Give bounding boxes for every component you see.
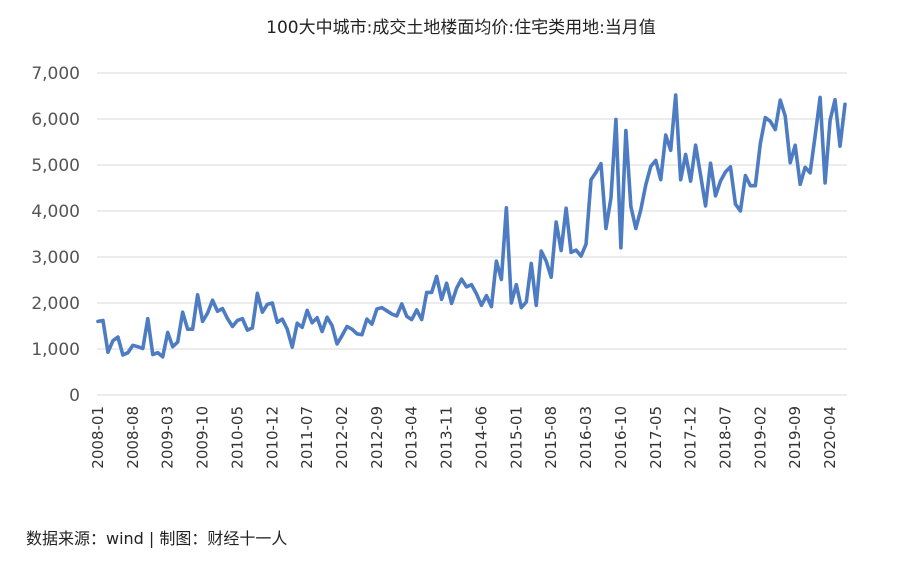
x-tick-label: 2012-02 bbox=[333, 406, 351, 469]
chart-title: 100大中城市:成交土地楼面均价:住宅类用地:当月值 bbox=[266, 18, 656, 38]
y-tick-label: 3,000 bbox=[31, 248, 80, 268]
x-tick-label: 2014-06 bbox=[472, 406, 490, 469]
x-tick-label: 2013-04 bbox=[403, 406, 421, 469]
x-tick-label: 2009-10 bbox=[194, 406, 212, 469]
x-axis-ticks: 2008-01 2008-08 2009-03 2009-10 2010-05 2010-… bbox=[89, 406, 839, 469]
x-tick-label: 2020-04 bbox=[821, 406, 839, 469]
x-tick-label: 2019-09 bbox=[786, 406, 804, 469]
x-tick-label: 2019-02 bbox=[751, 406, 769, 469]
y-tick-label: 6,000 bbox=[31, 110, 80, 130]
y-tick-label: 4,000 bbox=[31, 202, 80, 222]
y-tick-label: 0 bbox=[69, 386, 80, 406]
x-tick-label: 2011-07 bbox=[298, 406, 316, 469]
y-axis-ticks: 0 1,000 2,000 3,000 4,000 5,000 6,000 7,000 bbox=[31, 64, 80, 406]
y-tick-label: 1,000 bbox=[31, 340, 80, 360]
gridlines bbox=[97, 72, 847, 396]
data-source-note: 数据来源：wind | 制图：财经十一人 bbox=[26, 529, 288, 548]
y-tick-label: 2,000 bbox=[31, 294, 80, 314]
x-tick-label: 2016-10 bbox=[612, 406, 630, 469]
series-line bbox=[96, 93, 847, 359]
x-tick-label: 2015-08 bbox=[542, 406, 560, 469]
x-tick-label: 2008-01 bbox=[89, 406, 107, 469]
x-tick-label: 2009-03 bbox=[159, 406, 177, 469]
x-tick-label: 2008-08 bbox=[124, 406, 142, 469]
x-tick-label: 2015-01 bbox=[507, 406, 525, 469]
y-tick-label: 7,000 bbox=[31, 64, 80, 84]
x-tick-label: 2016-03 bbox=[577, 406, 595, 469]
x-tick-label: 2012-09 bbox=[368, 406, 386, 469]
y-tick-label: 5,000 bbox=[31, 156, 80, 176]
x-tick-label: 2013-11 bbox=[438, 406, 456, 469]
x-tick-label: 2017-12 bbox=[682, 406, 700, 469]
x-tick-label: 2010-12 bbox=[263, 406, 281, 469]
x-tick-label: 2018-07 bbox=[716, 406, 734, 469]
x-tick-label: 2010-05 bbox=[228, 406, 246, 469]
series-layer bbox=[96, 93, 847, 359]
x-tick-label: 2017-05 bbox=[647, 406, 665, 469]
